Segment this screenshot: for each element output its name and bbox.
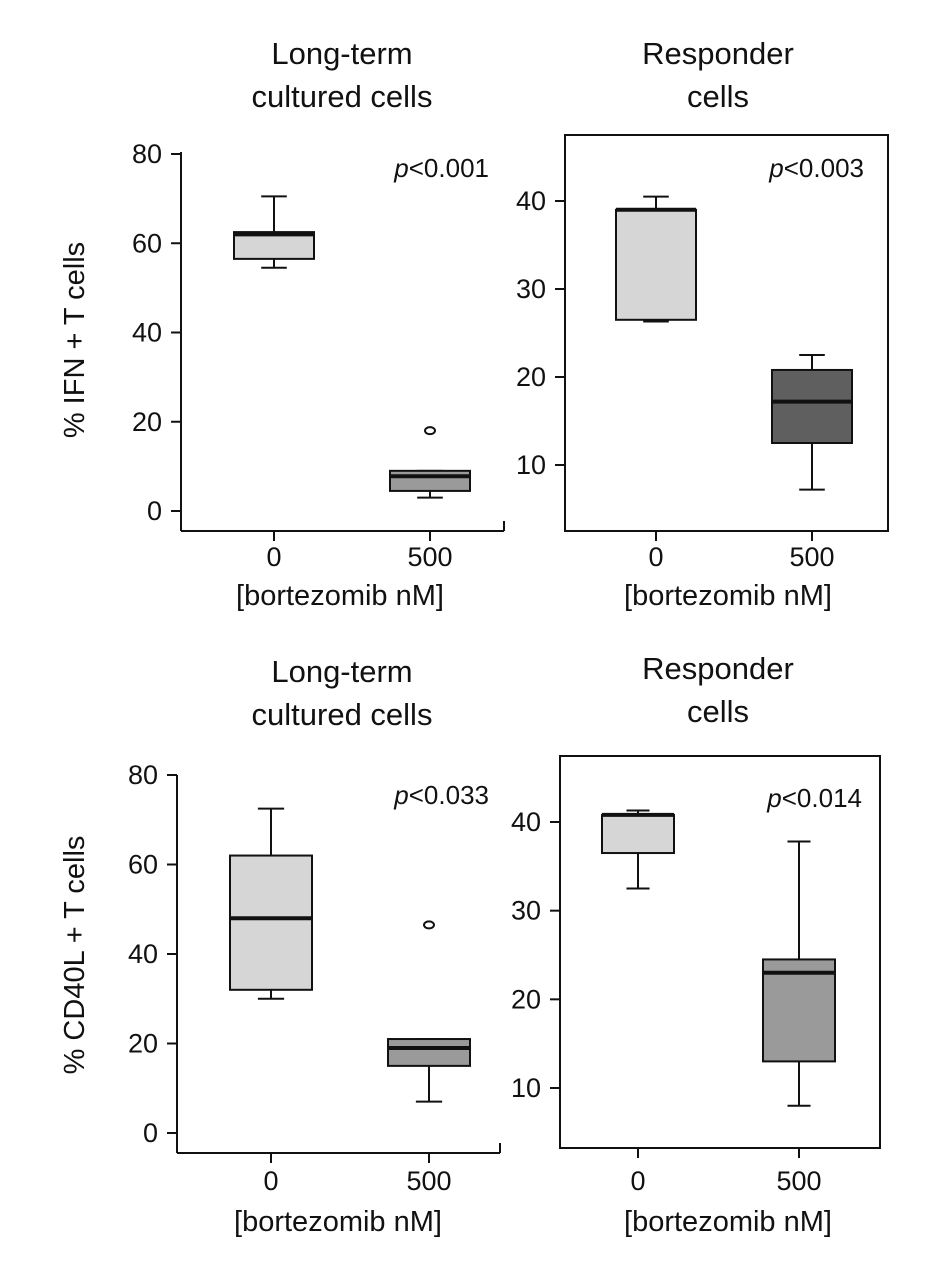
box-iqr [389,469,471,492]
y-tick-label: 30 [511,896,541,926]
p-value-annotation: p<0.033 [393,780,489,810]
box-0 [229,807,313,1000]
y-tick-label: 20 [128,1029,158,1059]
p-value-annotation: p<0.001 [393,153,489,183]
x-tick-label: 500 [407,542,452,572]
box-iqr [762,958,836,1063]
p-value-annotation: p<0.003 [768,153,864,183]
x-tick-label: 500 [776,1166,821,1196]
plot-area: 0 20 40 60 80 0 500 [128,760,501,1196]
outlier-point [423,920,435,930]
x-axis-label: [bortezomib nM] [234,1206,442,1238]
x-axis-label: [bortezomib nM] [624,1206,832,1238]
x-tick-label: 0 [648,542,663,572]
p-value-annotation: p<0.014 [766,783,862,813]
box-0 [601,809,675,890]
x-tick-label: 0 [263,1166,278,1196]
y-tick-label: 40 [128,939,158,969]
box-500 [762,840,836,1107]
panel-title-line-1: Responder [642,36,794,71]
y-tick-label: 0 [147,496,162,526]
box-0 [233,195,315,269]
panel-title-line-2: cultured cells [252,79,433,114]
plot-area: 0 20 40 60 80 0 500 [132,139,505,572]
panel-title-line-2: cultured cells [252,697,433,732]
panel-title-line-1: Long-term [271,654,412,689]
box-500 [389,426,471,499]
y-tick-label: 20 [132,407,162,437]
plot-frame [559,755,881,1149]
y-tick-label: 40 [516,186,546,216]
x-axis-label: [bortezomib nM] [624,580,832,612]
panel-title-line-2: cells [687,694,749,729]
y-tick-label: 80 [132,139,162,169]
y-tick-label: 80 [128,760,158,790]
y-tick-label: 10 [516,450,546,480]
x-tick-label: 500 [406,1166,451,1196]
x-tick-label: 0 [630,1166,645,1196]
x-tick-label: 0 [266,542,281,572]
panel-ifn-responder: Responder cells p<0.003 [bortezomib nM] … [516,36,889,612]
box-iqr [615,208,697,321]
box-500 [771,354,853,491]
y-tick-label: 20 [516,362,546,392]
panel-ifn-long-term: Long-term cultured cells % IFN + T cells… [59,36,505,612]
panel-title-line-1: Responder [642,651,794,686]
y-tick-label: 10 [511,1073,541,1103]
box-0 [615,195,697,323]
panel-title-line-2: cells [687,79,749,114]
box-iqr [229,854,313,991]
y-tick-label: 30 [516,274,546,304]
x-axis-label: [bortezomib nM] [236,580,444,612]
panel-cd40l-responder: Responder cells p<0.014 [bortezomib nM] … [511,651,881,1238]
y-tick-label: 60 [132,228,162,258]
plot-frame [564,134,889,532]
y-axis-label: % IFN + T cells [59,242,91,438]
y-tick-label: 20 [511,984,541,1014]
box-iqr [387,1038,471,1067]
outlier-point [424,426,436,436]
y-axis-label: % CD40L + T cells [59,836,91,1075]
box-iqr [601,813,675,855]
box-iqr [233,231,315,260]
plot-area: 10 20 30 40 0 500 [516,134,889,572]
box-iqr [771,368,853,444]
x-tick-label: 500 [789,542,834,572]
y-tick-label: 0 [143,1118,158,1148]
y-tick-label: 60 [128,850,158,880]
y-tick-label: 40 [132,318,162,348]
panel-title-line-1: Long-term [271,36,412,71]
plot-area: 10 20 30 40 0 500 [511,755,881,1196]
box-500 [387,920,471,1103]
panel-cd40l-long-term: Long-term cultured cells % CD40L + T cel… [59,654,501,1238]
y-tick-label: 40 [511,807,541,837]
